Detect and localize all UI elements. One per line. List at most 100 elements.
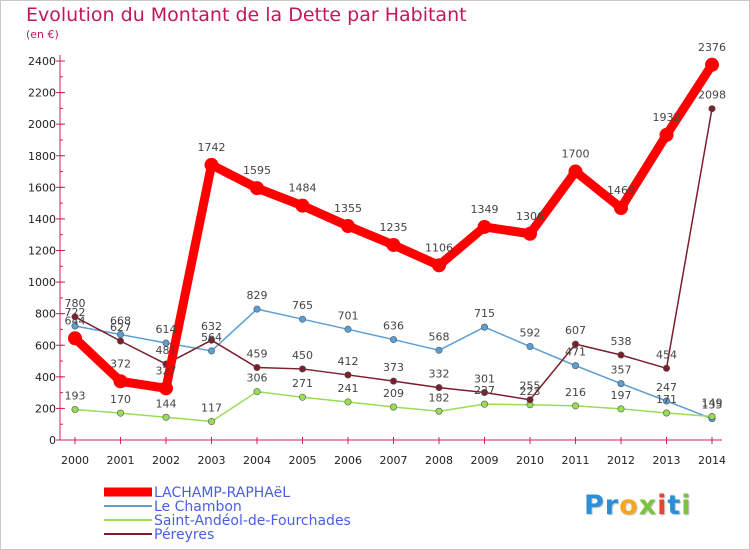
data-label: 193 (65, 390, 86, 403)
data-point (117, 337, 125, 345)
data-point (253, 388, 261, 396)
data-label: 471 (565, 346, 586, 359)
data-label: 1742 (198, 141, 226, 154)
data-label: 241 (338, 382, 359, 395)
data-point (162, 413, 170, 421)
data-point (480, 400, 488, 408)
x-tick-label: 2000 (61, 454, 89, 467)
y-tick-label: 1000 (28, 276, 56, 289)
data-label: 227 (474, 384, 495, 397)
data-point (341, 219, 355, 234)
data-label: 636 (383, 320, 404, 333)
data-point (113, 374, 128, 389)
data-label: 301 (474, 372, 495, 385)
data-label: 209 (383, 387, 404, 400)
y-tick-label: 400 (35, 371, 56, 384)
data-label: 182 (429, 391, 450, 404)
data-label: 1700 (562, 148, 590, 161)
data-point (204, 157, 219, 172)
data-label: 223 (520, 385, 541, 398)
x-tick-label: 2009 (471, 454, 499, 467)
data-point (571, 402, 579, 410)
chart-title: Evolution du Montant de la Dette par Hab… (26, 4, 467, 26)
data-label: 450 (292, 349, 313, 362)
data-label: 1932 (653, 111, 681, 124)
data-point (298, 365, 306, 373)
data-point (571, 362, 579, 370)
x-tick-label: 2012 (607, 454, 635, 467)
data-label: 481 (156, 344, 177, 357)
x-tick-label: 2006 (334, 454, 362, 467)
data-point (71, 313, 79, 321)
x-tick-label: 2001 (107, 454, 135, 467)
data-label: 2098 (698, 89, 726, 102)
chart-unit-label: (en €) (26, 28, 59, 41)
data-point (117, 409, 125, 417)
data-point (208, 347, 216, 355)
data-point (68, 331, 82, 346)
data-point (386, 237, 401, 252)
data-label: 765 (292, 299, 313, 312)
data-label: 135 (702, 399, 723, 412)
data-point (708, 105, 716, 113)
data-point (568, 164, 583, 179)
y-tick-label: 1600 (28, 181, 56, 194)
data-point (298, 393, 306, 401)
data-point (477, 219, 492, 234)
chart-series (68, 57, 719, 426)
data-label: 1484 (289, 182, 317, 195)
data-point (708, 412, 716, 420)
data-point (617, 380, 625, 388)
data-point (208, 418, 216, 426)
proxiti-logo: Proxiti (584, 490, 692, 521)
data-point (705, 57, 719, 72)
chart-data-labels: 644 372 327 1742 1595 1484 1355 1235 1106 1349 130… (65, 41, 727, 415)
data-label: 372 (110, 357, 131, 370)
x-tick-label: 2004 (243, 454, 271, 467)
data-label: 412 (338, 355, 359, 368)
legend-label: LACHAMP-RAPHAëL (154, 485, 290, 501)
x-tick-label: 2010 (516, 454, 544, 467)
data-point (344, 325, 352, 333)
x-tick-label: 2003 (198, 454, 226, 467)
data-point (480, 388, 488, 396)
data-label: 568 (429, 330, 450, 343)
data-label: 780 (65, 297, 86, 310)
data-label: 454 (656, 348, 677, 361)
y-tick-label: 600 (35, 339, 56, 352)
data-label: 171 (656, 393, 677, 406)
data-label: 715 (474, 307, 495, 320)
y-tick-label: 2400 (28, 55, 56, 68)
data-point (659, 127, 674, 142)
data-point (344, 398, 352, 406)
data-point (298, 315, 306, 323)
y-tick-label: 0 (49, 434, 56, 447)
data-label: 332 (429, 368, 450, 381)
data-point (389, 377, 397, 385)
chart-axes: 0 200 400 600 800 1000 1200 1400 1600 1800 2000 220… (28, 55, 726, 467)
data-label: 614 (156, 323, 177, 336)
data-label: 1355 (334, 202, 362, 215)
data-label: 592 (520, 327, 541, 340)
data-label: 564 (201, 331, 222, 344)
data-point (435, 407, 443, 415)
y-tick-label: 1400 (28, 213, 56, 226)
data-label: 373 (383, 361, 404, 374)
x-tick-label: 2011 (562, 454, 590, 467)
data-point (614, 201, 628, 216)
data-point (253, 305, 261, 313)
data-point (208, 336, 216, 344)
data-point (523, 226, 537, 241)
data-point (571, 340, 579, 348)
data-label: 1349 (471, 203, 499, 216)
data-label: 197 (611, 389, 632, 402)
y-tick-label: 1200 (28, 245, 56, 258)
data-label: 271 (292, 377, 313, 390)
data-point (435, 384, 443, 392)
data-label: 1469 (607, 184, 635, 197)
data-label: 607 (565, 324, 586, 337)
data-point (662, 409, 670, 417)
data-point (432, 258, 446, 273)
x-tick-label: 2005 (289, 454, 317, 467)
